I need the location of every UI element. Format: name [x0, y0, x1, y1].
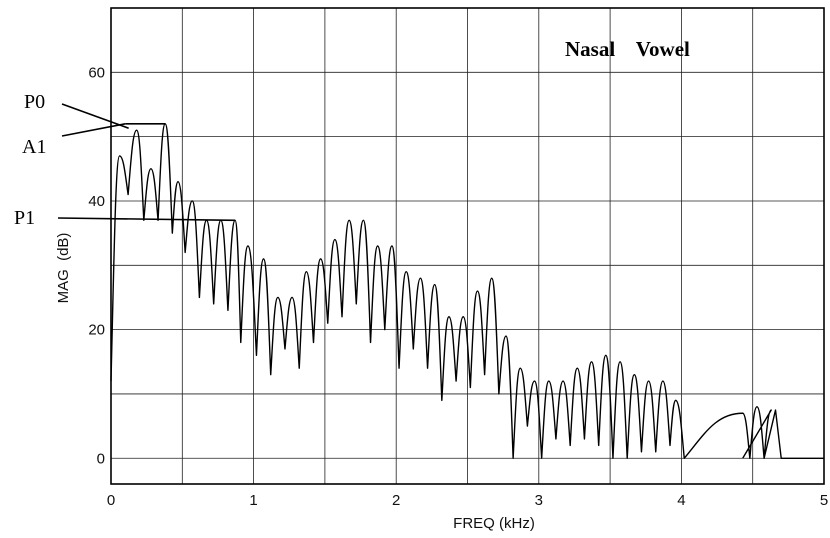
annotation-line: [61, 103, 129, 129]
x-tick-label: 0: [107, 492, 115, 509]
spectrum-tail: [763, 409, 824, 459]
y-tick-label: 0: [97, 450, 105, 467]
x-tick-label: 2: [392, 492, 400, 509]
x-tick-label: 5: [820, 492, 828, 509]
chart-title: Nasal Vowel: [565, 37, 690, 61]
y-tick-label: 60: [88, 64, 105, 81]
annotation-p1: P1: [14, 207, 35, 229]
annotation-line: [61, 122, 126, 137]
y-axis-label: MAG (dB): [55, 233, 72, 304]
annotation-line: [57, 217, 236, 222]
plot-frame: [110, 7, 825, 485]
y-tick-label: 20: [88, 322, 105, 339]
y-tick-label: 40: [88, 193, 105, 210]
x-tick-label: 3: [535, 492, 543, 509]
annotations: P0 A1 P1: [14, 91, 236, 229]
annotation-p0: P0: [24, 91, 45, 113]
axis-ticks: 0 1 2 3 4 5 0 20 40 60: [88, 64, 828, 509]
x-tick-label: 4: [677, 492, 685, 509]
annotation-a1: A1: [22, 136, 46, 158]
grid: [111, 8, 824, 484]
x-axis-label: FREQ (kHz): [453, 515, 535, 532]
spectrum-line: [110, 123, 772, 459]
x-tick-label: 1: [249, 492, 257, 509]
